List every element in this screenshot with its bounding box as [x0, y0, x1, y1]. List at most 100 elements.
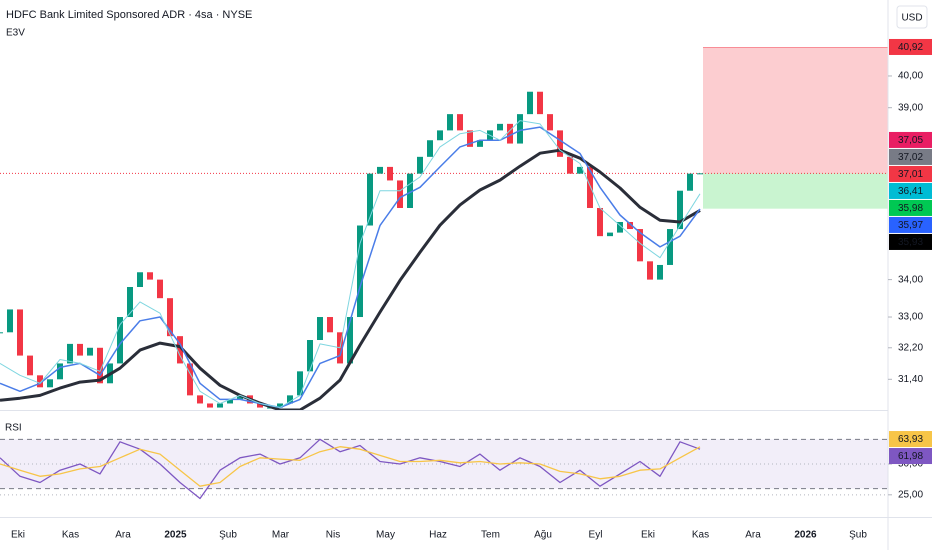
candle	[397, 180, 403, 208]
candle	[327, 317, 333, 333]
candle	[137, 272, 143, 288]
series-line	[0, 126, 701, 409]
candle	[147, 272, 153, 280]
candle	[87, 347, 93, 356]
candle	[307, 340, 313, 372]
y-tick-label: 31,40	[898, 374, 923, 385]
candle	[587, 166, 593, 208]
candle	[387, 166, 393, 181]
series-line	[0, 120, 701, 408]
y-tick-label: 50,00	[898, 459, 923, 470]
price-tag-label: 36,41	[898, 186, 923, 197]
candle	[697, 173, 703, 175]
candle	[607, 232, 613, 237]
candle	[377, 166, 383, 174]
series-line	[0, 446, 701, 487]
candle	[257, 403, 263, 408]
candle	[217, 403, 223, 408]
price-tag-label: 37,01	[898, 169, 923, 180]
candle	[637, 229, 643, 262]
candle	[527, 91, 533, 115]
x-tick-label: 2026	[794, 530, 817, 541]
y-tick-label: 25,00	[898, 489, 923, 500]
y-tick-label: 33,00	[898, 312, 923, 323]
price-tag-label: 37,02	[898, 152, 923, 163]
candle	[367, 173, 373, 226]
candle	[427, 140, 433, 157]
price-tag	[889, 148, 932, 165]
candle	[537, 91, 543, 115]
candle	[157, 279, 163, 299]
x-tick-label: Haz	[429, 530, 447, 541]
candle	[207, 403, 213, 408]
candle	[167, 298, 173, 337]
rsi-pane	[0, 438, 888, 500]
candle	[417, 156, 423, 174]
currency-box[interactable]	[896, 5, 928, 29]
x-tick-label: Tem	[481, 530, 500, 541]
candle	[177, 336, 183, 364]
candle	[37, 375, 43, 388]
candle	[657, 264, 663, 280]
candle	[567, 156, 573, 174]
price-tag	[889, 182, 932, 199]
candle	[517, 114, 523, 144]
price-tag	[889, 448, 932, 465]
candle	[577, 166, 583, 174]
candle	[617, 221, 623, 233]
candle	[447, 114, 453, 131]
candle	[547, 114, 553, 131]
x-tick-label: Şub	[849, 530, 867, 541]
y-tick-label: 32,20	[898, 342, 923, 353]
x-tick-label: Kas	[692, 530, 709, 541]
x-tick-label: Eki	[641, 530, 655, 541]
target-zone	[703, 47, 888, 174]
candle	[47, 379, 53, 388]
x-tick-label: Eki	[11, 530, 25, 541]
candle	[477, 140, 483, 147]
x-tick-label: May	[376, 530, 395, 541]
price-tag	[889, 38, 932, 55]
y-tick-label: 34,00	[898, 274, 923, 285]
candle	[467, 130, 473, 147]
indicator-label: E3V	[6, 28, 25, 39]
x-tick-label: Ağu	[534, 530, 552, 541]
candle	[57, 363, 63, 380]
candle	[7, 309, 13, 333]
price-tag-label: 40,92	[898, 42, 923, 53]
candle	[677, 190, 683, 230]
candle	[507, 123, 513, 144]
candle	[67, 343, 73, 364]
candle	[0, 332, 3, 334]
candle	[317, 317, 323, 341]
price-tag-label: 35,97	[898, 220, 923, 231]
candle	[557, 130, 563, 157]
candle	[687, 173, 693, 191]
candle	[597, 207, 603, 237]
candle	[357, 225, 363, 318]
candle	[407, 173, 413, 208]
candle	[227, 399, 233, 404]
candle	[287, 395, 293, 404]
candle	[97, 347, 103, 384]
price-tag	[889, 199, 932, 216]
y-tick-label: 40,00	[898, 71, 923, 82]
candle	[117, 317, 123, 364]
x-tick-label: Kas	[62, 530, 79, 541]
price-tag-label: 61,98	[898, 451, 923, 462]
candle	[237, 395, 243, 400]
y-tick-label: 39,00	[898, 102, 923, 113]
x-tick-label: Mar	[272, 530, 290, 541]
x-tick-label: 2025	[164, 530, 187, 541]
candle	[647, 261, 653, 280]
candle	[27, 355, 33, 376]
candle	[297, 371, 303, 396]
x-tick-label: Nis	[326, 530, 340, 541]
price-tag-label: 63,93	[898, 434, 923, 445]
rsi-title: RSI	[5, 423, 22, 434]
stop-zone	[703, 173, 888, 209]
candle	[197, 395, 203, 404]
